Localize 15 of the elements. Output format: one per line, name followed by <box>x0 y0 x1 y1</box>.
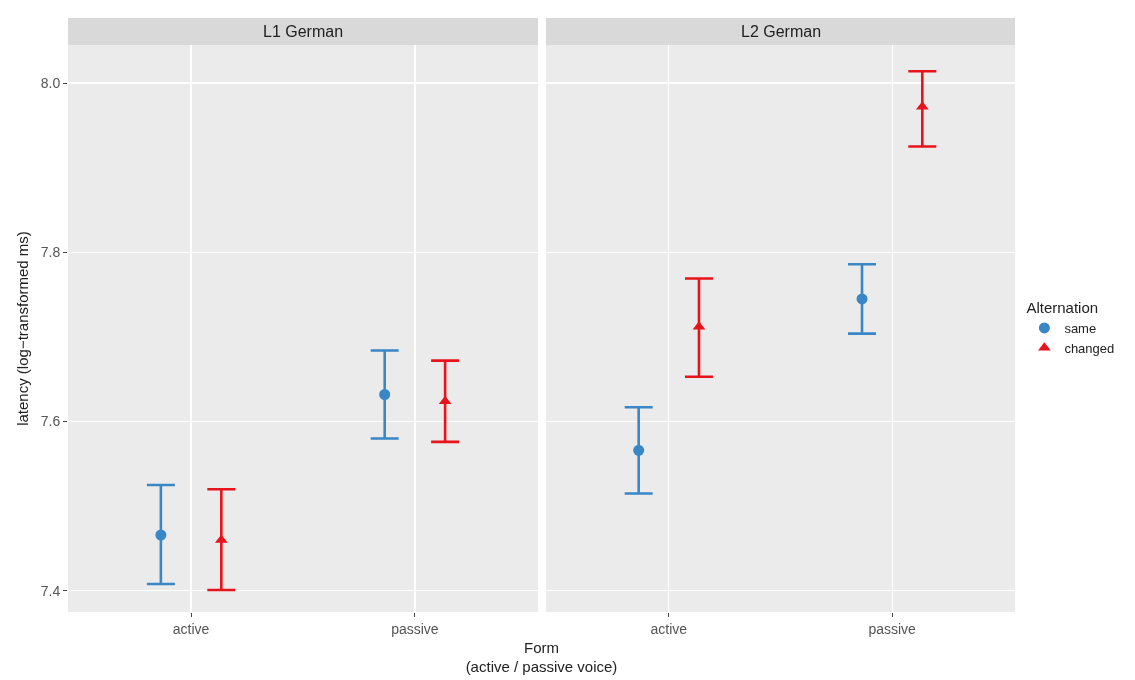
legend-label: changed <box>1064 340 1115 356</box>
y-axis-title: latency (log−transformed ms) <box>14 231 31 426</box>
chart-title: L2 German <box>741 23 822 40</box>
x-axis-title: Form (active / passive voice) <box>464 638 619 676</box>
y-tick-label: 7.4 <box>40 582 61 599</box>
y-tick-label: 7.6 <box>40 413 61 430</box>
chart-title: L1 German <box>263 23 344 40</box>
x-tick-label: active <box>650 620 688 637</box>
x-tick-label: active <box>172 620 210 637</box>
x-tick-label: passive <box>868 620 917 637</box>
legend-label: same <box>1064 321 1097 337</box>
legend-title: Alternation <box>1026 299 1099 316</box>
y-tick-label: 7.8 <box>40 244 61 261</box>
x-tick-label: passive <box>391 620 439 637</box>
y-tick-label: 8.0 <box>40 74 61 91</box>
